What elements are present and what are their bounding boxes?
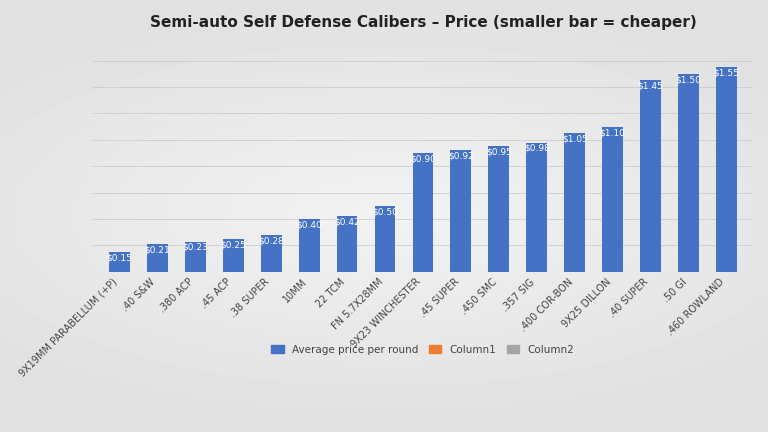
Text: $0.90: $0.90 xyxy=(410,154,436,163)
Text: $0.15: $0.15 xyxy=(107,254,132,262)
Bar xyxy=(375,206,396,272)
Text: $1.50: $1.50 xyxy=(676,75,701,84)
Text: $0.92: $0.92 xyxy=(448,152,474,161)
Bar xyxy=(564,133,585,272)
Text: $0.21: $0.21 xyxy=(144,245,170,254)
Bar xyxy=(641,80,661,272)
Text: $0.50: $0.50 xyxy=(372,207,398,216)
Text: $0.40: $0.40 xyxy=(296,220,322,229)
Text: $1.05: $1.05 xyxy=(561,135,588,143)
Text: $0.95: $0.95 xyxy=(486,148,511,157)
Text: $1.45: $1.45 xyxy=(637,82,664,91)
Bar xyxy=(261,235,282,272)
Bar xyxy=(299,219,319,272)
Bar xyxy=(602,127,623,272)
Title: Semi-auto Self Defense Calibers – Price (smaller bar = cheaper): Semi-auto Self Defense Calibers – Price … xyxy=(150,15,697,30)
Bar xyxy=(147,244,167,272)
Text: $0.28: $0.28 xyxy=(258,236,284,245)
Bar xyxy=(526,143,547,272)
Legend: Average price per round, Column1, Column2: Average price per round, Column1, Column… xyxy=(267,341,579,359)
Text: $0.23: $0.23 xyxy=(183,243,208,252)
Bar xyxy=(678,74,699,272)
Bar xyxy=(109,252,130,272)
Text: $0.25: $0.25 xyxy=(220,240,246,249)
Text: $1.55: $1.55 xyxy=(713,69,740,78)
Text: $1.10: $1.10 xyxy=(600,128,626,137)
Text: $0.42: $0.42 xyxy=(334,218,360,227)
Bar xyxy=(488,146,509,272)
Bar xyxy=(185,241,206,272)
Text: $0.98: $0.98 xyxy=(524,144,550,153)
Bar xyxy=(336,216,357,272)
Bar xyxy=(223,239,243,272)
Bar xyxy=(716,67,737,272)
Bar xyxy=(451,150,472,272)
Bar xyxy=(412,153,433,272)
